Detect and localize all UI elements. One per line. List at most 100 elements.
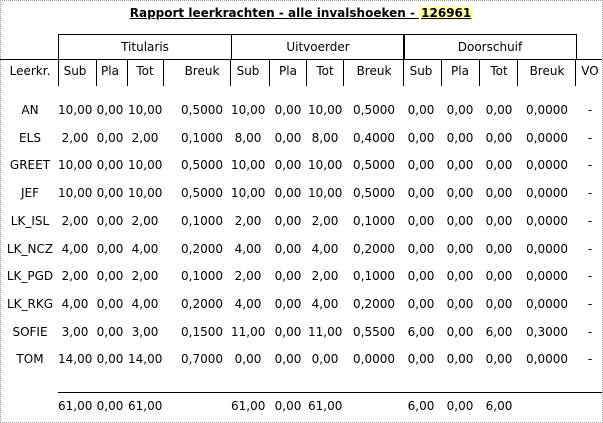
teacher-name-cell: AN [21, 103, 39, 117]
table-cell-uitvoerder-breuk: 0,1000 [353, 213, 395, 228]
table-cell-titularis-sub: 10,00 [58, 186, 93, 201]
col-header-vo: VO [581, 64, 599, 78]
table-cell-doorschuif-sub: 0,00 [407, 103, 435, 117]
column-divider [306, 59, 307, 86]
table-cell-uitvoerder-sub: 8,00 [234, 130, 262, 145]
total-cell-doorschuif-tot: 6,00 [485, 399, 513, 413]
table-cell-titularis-sub: 10,00 [58, 103, 93, 117]
table-cell-titularis-sub: 2,00 [61, 213, 89, 228]
teacher-name-cell: LK_RKG [6, 296, 54, 311]
table-cell-doorschuif-tot: 0,00 [485, 213, 513, 228]
table-cell-titularis-breuk: 0,5000 [181, 103, 223, 117]
table-cell-uitvoerder-breuk: 0,0000 [353, 352, 395, 367]
table-cell-uitvoerder-breuk: 0,5000 [353, 158, 395, 173]
col-header-doorschuif-pla: Pla [451, 64, 469, 78]
table-cell-doorschuif-breuk: 0,0000 [526, 103, 568, 117]
table-cell-doorschuif-breuk: 0,0000 [526, 213, 568, 228]
table-cell-uitvoerder-pla: 0,00 [274, 213, 302, 228]
teacher-name-cell: JEF [20, 186, 40, 201]
table-cell-doorschuif-pla: 0,00 [446, 103, 474, 117]
table-cell-vo: - [587, 103, 593, 117]
table-cell-titularis-sub: 10,00 [58, 158, 93, 173]
table-cell-uitvoerder-pla: 0,00 [274, 352, 302, 367]
total-cell-doorschuif-sub: 6,00 [407, 399, 435, 413]
col-header-uitvoerder-pla: Pla [279, 64, 297, 78]
total-cell-titularis-tot: 61,00 [128, 399, 163, 413]
table-cell-titularis-pla: 0,00 [96, 103, 124, 117]
table-cell-uitvoerder-tot: 8,00 [311, 130, 339, 145]
group-header-uitvoerder: Uitvoerder [231, 34, 405, 59]
table-cell-uitvoerder-tot: 0,00 [311, 352, 339, 367]
table-cell-titularis-sub: 3,00 [61, 324, 89, 339]
table-cell-titularis-tot: 4,00 [131, 296, 159, 311]
table-cell-titularis-pla: 0,00 [96, 269, 124, 284]
column-divider [575, 59, 576, 86]
table-cell-uitvoerder-tot: 2,00 [311, 213, 339, 228]
table-cell-titularis-pla: 0,00 [96, 324, 124, 339]
table-cell-vo: - [587, 213, 593, 228]
report-code: 126961 [419, 6, 474, 20]
table-cell-titularis-sub: 2,00 [61, 269, 89, 284]
table-cell-uitvoerder-tot: 4,00 [311, 296, 339, 311]
table-cell-titularis-tot: 3,00 [131, 324, 159, 339]
table-cell-doorschuif-breuk: 0,0000 [526, 186, 568, 201]
column-divider [163, 59, 164, 86]
table-cell-uitvoerder-pla: 0,00 [274, 296, 302, 311]
col-header-leerkr: Leerkr. [9, 64, 51, 78]
col-header-titularis-pla: Pla [101, 64, 119, 78]
column-divider [230, 59, 231, 86]
table-cell-uitvoerder-tot: 10,00 [308, 158, 343, 173]
table-cell-doorschuif-tot: 0,00 [485, 186, 513, 201]
table-cell-uitvoerder-sub: 0,00 [234, 352, 262, 367]
table-cell-vo: - [587, 269, 593, 284]
table-cell-uitvoerder-sub: 11,00 [231, 324, 266, 339]
table-cell-titularis-breuk: 0,2000 [181, 241, 223, 256]
teacher-name-cell: TOM [16, 352, 44, 367]
table-cell-doorschuif-sub: 6,00 [407, 324, 435, 339]
table-cell-vo: - [587, 324, 593, 339]
table-cell-vo: - [587, 186, 593, 201]
column-divider [58, 59, 59, 86]
table-cell-uitvoerder-pla: 0,00 [274, 241, 302, 256]
column-divider [517, 59, 518, 86]
table-cell-titularis-tot: 14,00 [128, 352, 163, 367]
table-cell-doorschuif-tot: 0,00 [485, 158, 513, 173]
teacher-name-cell: LK_NCZ [6, 241, 54, 256]
table-cell-titularis-tot: 10,00 [128, 158, 163, 173]
table-cell-uitvoerder-pla: 0,00 [274, 103, 302, 117]
total-cell-titularis-pla: 0,00 [96, 399, 124, 413]
col-header-doorschuif-breuk: Breuk [529, 64, 565, 78]
table-cell-uitvoerder-breuk: 0,2000 [353, 296, 395, 311]
table-cell-uitvoerder-sub: 2,00 [234, 213, 262, 228]
table-cell-doorschuif-sub: 0,00 [407, 186, 435, 201]
table-cell-titularis-pla: 0,00 [96, 158, 124, 173]
total-cell-doorschuif-pla: 0,00 [446, 399, 474, 413]
table-cell-titularis-sub: 14,00 [58, 352, 93, 367]
table-cell-uitvoerder-sub: 4,00 [234, 241, 262, 256]
col-header-titularis-breuk: Breuk [184, 64, 220, 78]
table-cell-titularis-breuk: 0,1000 [181, 130, 223, 145]
col-header-doorschuif-tot: Tot [490, 64, 508, 78]
table-cell-titularis-breuk: 0,5000 [181, 158, 223, 173]
table-cell-uitvoerder-pla: 0,00 [274, 324, 302, 339]
table-cell-uitvoerder-breuk: 0,1000 [353, 269, 395, 284]
table-cell-uitvoerder-tot: 4,00 [311, 241, 339, 256]
table-cell-uitvoerder-tot: 11,00 [308, 324, 343, 339]
table-cell-uitvoerder-sub: 2,00 [234, 269, 262, 284]
column-divider [441, 59, 442, 86]
table-cell-titularis-pla: 0,00 [96, 186, 124, 201]
table-cell-uitvoerder-sub: 10,00 [231, 158, 266, 173]
col-header-titularis-sub: Sub [63, 64, 87, 78]
group-header-titularis: Titularis [58, 34, 232, 59]
column-divider [343, 59, 344, 86]
col-header-uitvoerder-sub: Sub [236, 64, 260, 78]
table-cell-uitvoerder-pla: 0,00 [274, 130, 302, 145]
total-cell-uitvoerder-pla: 0,00 [274, 399, 302, 413]
teacher-name-cell: SOFIE [12, 324, 48, 339]
total-cell-uitvoerder-tot: 61,00 [308, 399, 343, 413]
table-cell-doorschuif-breuk: 0,0000 [526, 130, 568, 145]
table-cell-uitvoerder-breuk: 0,5500 [353, 324, 395, 339]
table-cell-doorschuif-sub: 0,00 [407, 352, 435, 367]
table-cell-uitvoerder-tot: 10,00 [308, 103, 343, 117]
table-cell-titularis-pla: 0,00 [96, 130, 124, 145]
